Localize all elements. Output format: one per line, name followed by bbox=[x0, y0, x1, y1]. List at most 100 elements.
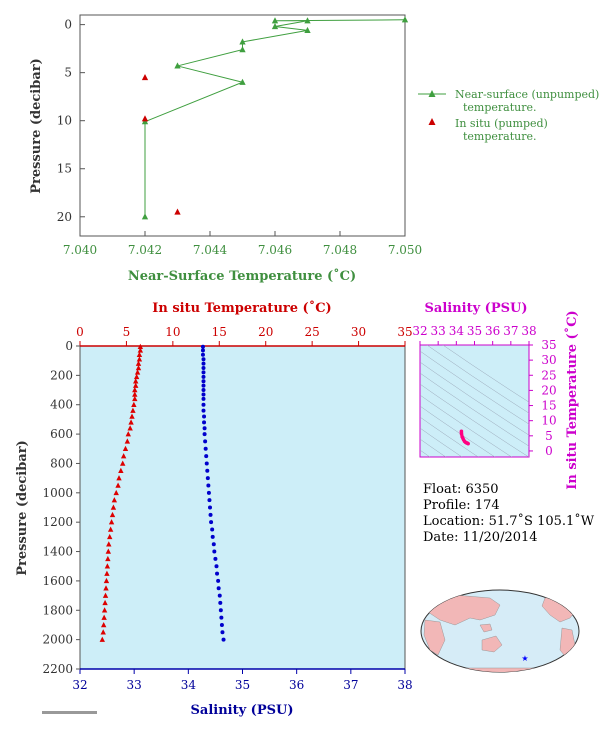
salinity-point bbox=[201, 396, 206, 401]
near-surface-y-tick-label: 0 bbox=[64, 18, 72, 32]
temperature-point bbox=[102, 599, 108, 606]
salinity-point bbox=[201, 388, 206, 393]
temperature-point bbox=[131, 401, 137, 407]
temperature-point bbox=[134, 369, 141, 375]
pressure-tick-label: 1800 bbox=[42, 603, 73, 617]
profile-number: Profile: 174 bbox=[423, 498, 500, 513]
ts-temperature-tick-label: 20 bbox=[541, 383, 556, 397]
pressure-tick-label: 0 bbox=[65, 339, 73, 353]
density-contour bbox=[420, 372, 529, 447]
temperature-tick-label: 5 bbox=[123, 325, 131, 339]
pressure-tick-label: 400 bbox=[50, 398, 73, 412]
temperature-tick-label: 20 bbox=[258, 325, 273, 339]
salinity-point bbox=[204, 461, 209, 466]
temperature-point bbox=[101, 614, 107, 620]
temperature-point bbox=[110, 504, 117, 510]
temperature-point bbox=[120, 460, 126, 466]
temperature-point bbox=[99, 636, 105, 642]
unpumped-point bbox=[271, 17, 279, 24]
salinity-point bbox=[201, 361, 206, 366]
pressure-tick-label: 600 bbox=[50, 427, 73, 441]
world-map: ★ bbox=[420, 589, 580, 673]
salinity-tick-label: 32 bbox=[72, 678, 87, 692]
salinity-point bbox=[206, 490, 211, 495]
salinity-point bbox=[217, 593, 222, 598]
salinity-tick-label: 36 bbox=[289, 678, 304, 692]
near-surface-y-tick-label: 10 bbox=[57, 114, 72, 128]
density-contour bbox=[420, 394, 513, 457]
float-info: Float: 6350 Profile: 174 Location: 51.7˚… bbox=[423, 482, 595, 545]
temperature-point bbox=[111, 497, 118, 503]
near-surface-x-tick-label: 7.048 bbox=[323, 243, 357, 257]
temperature-point bbox=[132, 395, 138, 402]
legend-pumped-marker bbox=[428, 118, 436, 125]
temperature-point bbox=[130, 407, 136, 413]
location: Location: 51.7˚S 105.1˚W bbox=[423, 513, 595, 529]
ts-temperature-tick-label: 0 bbox=[545, 444, 553, 458]
temperature-point bbox=[133, 373, 140, 380]
legend-pumped-label-1: In situ (pumped) bbox=[455, 117, 548, 130]
unpumped-point bbox=[174, 62, 181, 69]
temperature-point bbox=[127, 425, 133, 431]
salinity-point bbox=[201, 408, 206, 413]
temperature-tick-label: 0 bbox=[76, 325, 84, 339]
ts-salinity-tick-label: 36 bbox=[485, 324, 500, 338]
profile-plot-frame bbox=[79, 345, 406, 670]
near-surface-ylabel: Pressure (decibar) bbox=[29, 58, 44, 194]
legend-pumped-label-2: temperature. bbox=[463, 130, 537, 143]
near-surface-y-tick-label: 15 bbox=[57, 162, 72, 176]
ts-point bbox=[466, 441, 470, 446]
temperature-point bbox=[113, 489, 119, 496]
salinity-point bbox=[203, 446, 208, 451]
salinity-point bbox=[205, 468, 210, 473]
temperature-tick-label: 15 bbox=[212, 325, 227, 339]
salinity-point bbox=[201, 357, 206, 362]
legend-unpumped-label-1: Near-surface (unpumped) bbox=[455, 88, 599, 101]
salinity-point bbox=[208, 505, 212, 510]
temperature-tick-label: 10 bbox=[165, 325, 180, 339]
salinity-point bbox=[204, 454, 209, 459]
ts-salinity-tick-label: 34 bbox=[449, 324, 465, 338]
salinity-point bbox=[205, 476, 210, 481]
float-number: Float: 6350 bbox=[423, 482, 499, 497]
ts-salinity-tick-label: 37 bbox=[503, 324, 518, 338]
unpumped-point bbox=[239, 78, 246, 85]
salinity-point bbox=[202, 420, 207, 425]
temperature-tick-label: 30 bbox=[351, 325, 366, 339]
temperature-point bbox=[129, 413, 135, 419]
salinity-point bbox=[200, 344, 205, 349]
salinity-point bbox=[220, 630, 225, 635]
temperature-point bbox=[136, 351, 143, 358]
salinity-point bbox=[210, 534, 215, 539]
temperature-point bbox=[125, 431, 131, 437]
salinity-point bbox=[216, 578, 221, 583]
temperature-point bbox=[132, 387, 138, 393]
salinity-point bbox=[216, 586, 221, 591]
profile-ylabel: Pressure (decibar) bbox=[15, 440, 30, 576]
date: Date: 11/20/2014 bbox=[423, 530, 538, 545]
density-contour bbox=[420, 383, 529, 457]
salinity-point bbox=[209, 520, 214, 525]
temperature-point bbox=[115, 482, 121, 488]
temperature-point bbox=[108, 519, 115, 525]
temperature-point bbox=[137, 347, 144, 353]
temperature-point bbox=[102, 592, 109, 598]
ts-salinity-tick-label: 35 bbox=[467, 324, 482, 338]
pressure-tick-label: 2000 bbox=[42, 633, 73, 647]
density-contour bbox=[442, 345, 529, 403]
temperature-axis-label: In situ Temperature (˚C) bbox=[152, 300, 331, 316]
legend-unpumped-label-2: temperature. bbox=[463, 101, 537, 114]
ts-plot-frame bbox=[419, 344, 530, 458]
salinity-point bbox=[201, 366, 206, 371]
unpumped-point bbox=[401, 16, 409, 23]
density-contour bbox=[420, 361, 529, 436]
near-surface-y-tick-label: 5 bbox=[64, 66, 72, 80]
salinity-point bbox=[219, 615, 224, 620]
temperature-point bbox=[124, 438, 131, 444]
near-surface-y-tick-label: 20 bbox=[57, 210, 72, 224]
near-surface-xlabel: Near-Surface Temperature (˚C) bbox=[128, 268, 356, 284]
salinity-point bbox=[201, 370, 206, 375]
salinity-point bbox=[221, 637, 226, 642]
temperature-point bbox=[116, 475, 122, 481]
